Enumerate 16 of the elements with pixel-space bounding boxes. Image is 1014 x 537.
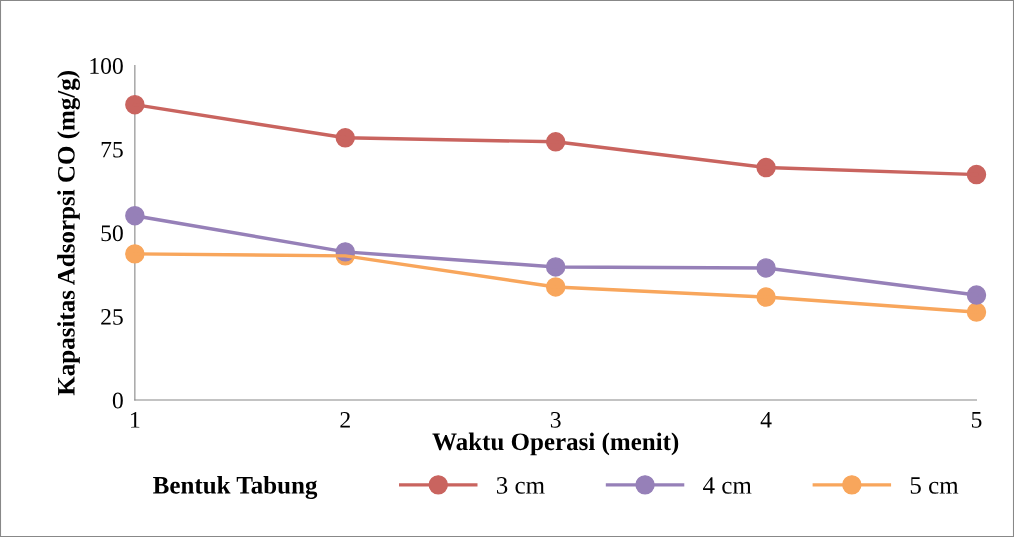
- y-tick-label: 100: [90, 58, 123, 74]
- x-tick-label: 1: [131, 411, 140, 428]
- y-tick-label: 0: [112, 392, 123, 409]
- y-tick-label: 50: [101, 225, 123, 242]
- x-tick-label: 4: [760, 412, 772, 428]
- x-tick-label: 3: [550, 411, 561, 428]
- y-tick-label: 25: [101, 308, 123, 325]
- legend-title: Bentuk Tabung: [153, 476, 318, 499]
- y-axis-title: Kapasitas Adsorpsi CO (mg/g): [57, 71, 80, 396]
- legend-label: 5 cm: [910, 477, 959, 494]
- y-tick-label: 75: [101, 141, 123, 158]
- x-axis-title: Waktu Operasi (menit): [432, 432, 679, 456]
- x-tick-label: 2: [340, 411, 350, 428]
- x-tick-label: 5: [971, 412, 982, 428]
- legend-label: 4 cm: [703, 477, 752, 494]
- legend-label: 3 cm: [496, 477, 545, 494]
